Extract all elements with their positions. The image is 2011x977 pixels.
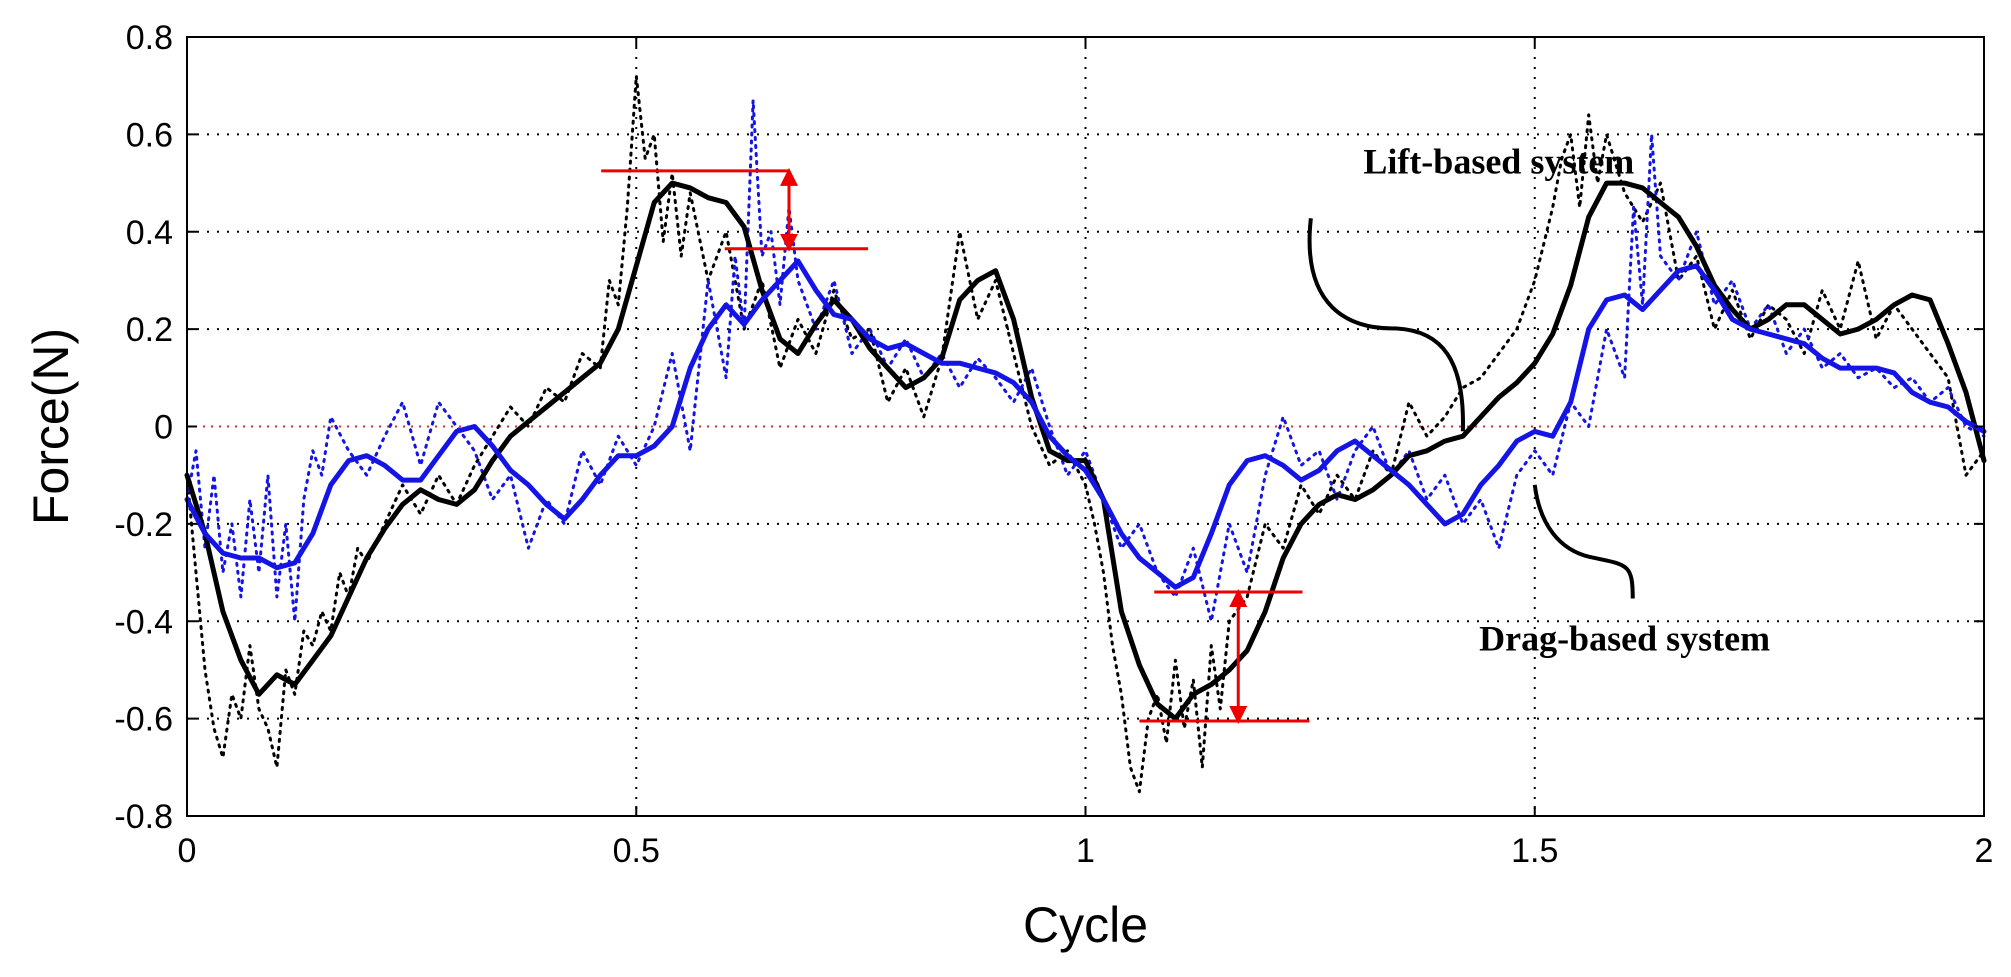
x-tick-label: 0.5: [613, 832, 660, 870]
y-tick-label: -0.2: [114, 506, 173, 544]
y-tick-label: 0.6: [126, 116, 173, 154]
x-ticks: 0 0.5 1 1.5 2: [178, 37, 1994, 870]
x-tick-label: 0: [178, 832, 197, 870]
x-tick-label: 1: [1076, 832, 1095, 870]
y-tick-label: 0.8: [126, 19, 173, 57]
lift-raw-dotted-line: [185, 74, 1986, 794]
lift-annotation: Lift-based system: [1307, 141, 1634, 432]
y-tick-label: -0.4: [114, 603, 173, 641]
y-tick-label: 0.2: [126, 311, 173, 349]
y-tick-label: 0: [154, 409, 173, 447]
y-axis-label: Force(N): [23, 328, 79, 525]
annotation-pointer: [1532, 484, 1635, 599]
drag-annotation: Drag-based system: [1479, 484, 1770, 658]
lift-smoothed-line: [184, 180, 1987, 722]
x-tick-label: 1.5: [1511, 832, 1558, 870]
y-tick-label: -0.8: [114, 798, 173, 836]
x-tick-label: 2: [1975, 832, 1994, 870]
y-ticks: -0.8 -0.6 -0.4 -0.2 0 0.2 0.4 0.6 0.8: [114, 19, 1984, 836]
x-axis-label: Cycle: [1023, 897, 1148, 953]
series-group: [184, 74, 1987, 794]
difference-markers: [601, 167, 1310, 725]
annotation-pointer: [1307, 218, 1465, 432]
y-tick-label: 0.4: [126, 214, 173, 252]
drag-raw-dotted-line: [185, 98, 1986, 623]
annotation-label: Lift-based system: [1363, 141, 1634, 181]
annotation-label: Drag-based system: [1479, 618, 1770, 658]
y-tick-label: -0.6: [114, 701, 173, 739]
drag-smoothed-line: [184, 258, 1987, 590]
annotations: Lift-based system Drag-based system: [1307, 141, 1770, 658]
difference-marker: [601, 167, 869, 252]
difference-marker: [1139, 589, 1310, 725]
